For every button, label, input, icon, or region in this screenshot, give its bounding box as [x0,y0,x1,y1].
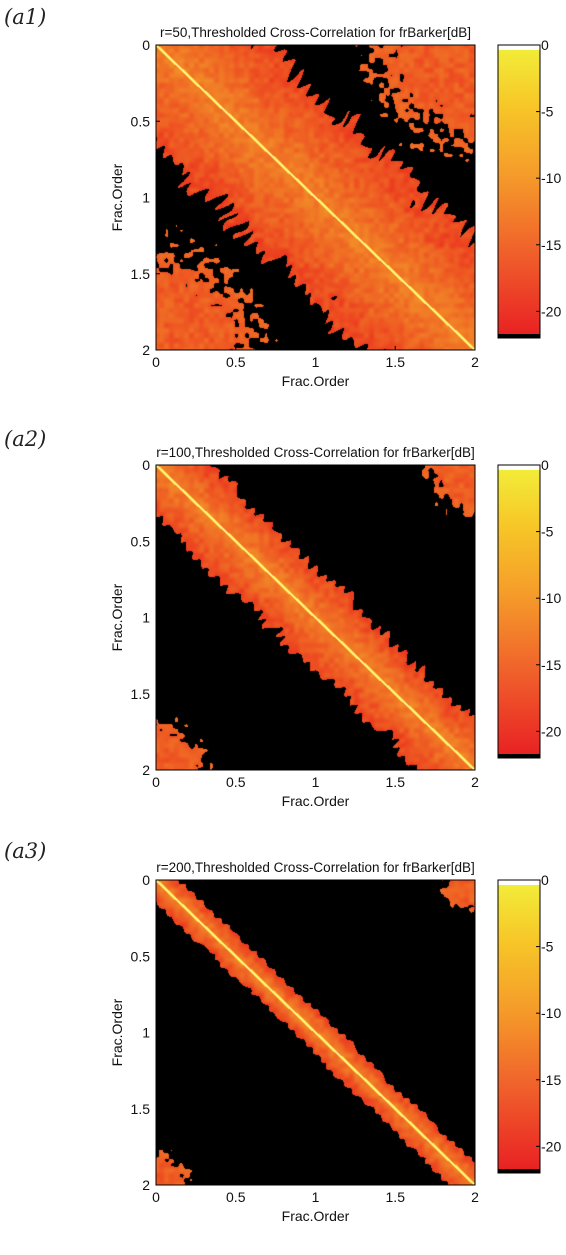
chart-panel-2: (a2) r=100,Thresholded Cross-Correlation … [4,427,561,809]
y-tick-label: 1.5 [131,266,151,282]
heatmap-image [156,45,475,350]
x-tick-label: 0 [152,774,160,790]
x-tick-label: 0.5 [226,774,246,790]
y-axis-label: Frac.Order [109,583,125,651]
panel-label: (a3) [4,839,46,863]
x-tick-label: 1 [312,774,320,790]
chart-title: r=100,Thresholded Cross-Correlation for … [156,445,475,460]
y-tick-label: 1 [142,1025,150,1041]
colorbar-tick-label: 0 [541,37,549,53]
y-tick-label: 2 [142,342,150,358]
colorbar-tick-label: -20 [541,1138,561,1154]
y-tick-label: 1.5 [131,1101,151,1117]
heatmap-image [156,880,475,1185]
colorbar-tick-label: -20 [541,723,561,739]
x-tick-label: 2 [471,354,479,370]
colorbar-tick-label: -20 [541,303,561,319]
colorbar-frame [497,879,541,1174]
x-tick-label: 0 [152,354,160,370]
colorbar-tick-label: -5 [541,524,554,540]
x-tick-label: 1.5 [386,354,406,370]
colorbar-tick-label: -10 [541,170,561,186]
x-tick-label: 2 [471,1189,479,1205]
colorbar-tick-label: -15 [541,657,561,673]
x-tick-label: 1.5 [386,774,406,790]
panel-label: (a1) [4,5,46,29]
colorbar-tick-label: -15 [541,1072,561,1088]
x-axis-label: Frac.Order [282,793,350,809]
heatmap-canvas [156,45,475,350]
x-tick-label: 1 [312,354,320,370]
colorbar-bottom-band [498,754,540,758]
x-tick-label: 0 [152,1189,160,1205]
colorbar-frame [497,44,541,339]
colorbar-top-cap [498,45,540,50]
colorbar-bottom-band [498,334,540,338]
colorbar-top-cap [498,465,540,470]
y-axis-label: Frac.Order [109,163,125,231]
x-tick-label: 0.5 [226,1189,246,1205]
colorbar-gradient [498,465,540,758]
y-tick-label: 2 [142,762,150,778]
colorbar-top-cap [498,880,540,885]
panel-label: (a2) [4,427,46,451]
y-tick-label: 0 [142,457,150,473]
colorbar-frame [497,464,541,759]
y-tick-label: 1 [142,190,150,206]
x-axis-label: Frac.Order [282,1208,350,1224]
colorbar-tick-label: -10 [541,590,561,606]
colorbar-tick-label: -15 [541,237,561,253]
y-tick-label: 0 [142,872,150,888]
y-axis-label: Frac.Order [109,998,125,1066]
y-tick-label: 1.5 [131,686,151,702]
heatmap-image [156,465,475,770]
y-tick-label: 0.5 [131,533,151,549]
y-tick-label: 0 [142,37,150,53]
x-tick-label: 2 [471,774,479,790]
heatmap-canvas [156,465,475,770]
y-tick-label: 1 [142,610,150,626]
y-tick-label: 0.5 [131,113,151,129]
colorbar-bottom-band [498,1169,540,1173]
x-tick-label: 1 [312,1189,320,1205]
colorbar-tick-label: -5 [541,939,554,955]
x-axis-label: Frac.Order [282,373,350,389]
chart-panel-1: (a1) r=50,Thresholded Cross-Correlation f… [4,5,561,389]
y-tick-label: 0.5 [131,948,151,964]
y-tick-label: 2 [142,1177,150,1193]
x-tick-label: 1.5 [386,1189,406,1205]
colorbar-tick-label: -5 [541,104,554,120]
chart-title: r=50,Thresholded Cross-Correlation for f… [160,25,471,40]
colorbar-gradient [498,45,540,338]
chart-panel-3: (a3) r=200,Thresholded Cross-Correlation … [4,839,561,1224]
colorbar-gradient [498,880,540,1173]
chart-title: r=200,Thresholded Cross-Correlation for … [156,860,475,875]
colorbar-tick-label: -10 [541,1005,561,1021]
colorbar-tick-label: 0 [541,457,549,473]
heatmap-canvas [156,880,475,1185]
colorbar-tick-label: 0 [541,872,549,888]
x-tick-label: 0.5 [226,354,246,370]
